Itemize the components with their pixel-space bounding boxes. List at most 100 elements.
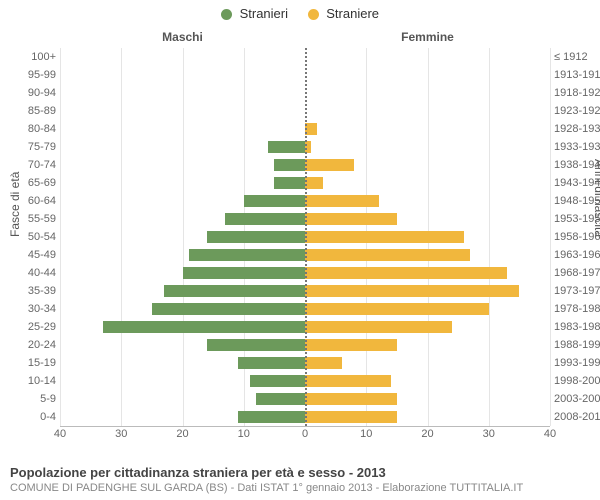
y-left-label: 85-89	[0, 102, 56, 120]
bar-male	[225, 213, 305, 225]
y-left-label: 60-64	[0, 192, 56, 210]
y-left-label: 50-54	[0, 228, 56, 246]
y-left-label: 20-24	[0, 336, 56, 354]
y-left-label: 15-19	[0, 354, 56, 372]
y-right-label: 1998-2002	[554, 372, 600, 390]
x-tick-label: 0	[302, 428, 308, 440]
bar-female	[305, 159, 354, 171]
y-left-labels: 100+95-9990-9485-8980-8475-7970-7465-696…	[0, 48, 56, 426]
y-right-label: 1923-1927	[554, 102, 600, 120]
y-left-label: 95-99	[0, 66, 56, 84]
y-left-label: 40-44	[0, 264, 56, 282]
bar-male	[189, 249, 305, 261]
footer: Popolazione per cittadinanza straniera p…	[10, 465, 590, 494]
legend-swatch-male	[221, 9, 232, 20]
y-right-labels: ≤ 19121913-19171918-19221923-19271928-19…	[554, 48, 600, 426]
y-left-label: 0-4	[0, 408, 56, 426]
legend-swatch-female	[308, 9, 319, 20]
bar-female	[305, 177, 323, 189]
x-tick-label: 10	[238, 428, 250, 440]
bar-male	[152, 303, 305, 315]
y-left-label: 65-69	[0, 174, 56, 192]
bar-male	[274, 177, 305, 189]
y-right-label: 1963-1967	[554, 246, 600, 264]
bar-male	[238, 411, 305, 423]
bar-male	[238, 357, 305, 369]
y-right-label: 2003-2007	[554, 390, 600, 408]
x-tick-label: 30	[483, 428, 495, 440]
y-right-label: 1968-1972	[554, 264, 600, 282]
bar-female	[305, 393, 397, 405]
bar-male	[183, 267, 306, 279]
bar-male	[268, 141, 305, 153]
bar-male	[164, 285, 305, 297]
y-right-label: 1948-1952	[554, 192, 600, 210]
y-left-label: 10-14	[0, 372, 56, 390]
y-left-label: 100+	[0, 48, 56, 66]
y-left-label: 80-84	[0, 120, 56, 138]
bar-female	[305, 285, 519, 297]
y-left-label: 25-29	[0, 318, 56, 336]
y-right-label: 1913-1917	[554, 66, 600, 84]
bar-male	[250, 375, 305, 387]
y-right-label: 1918-1922	[554, 84, 600, 102]
y-right-label: 1953-1957	[554, 210, 600, 228]
bar-male	[207, 339, 305, 351]
bar-female	[305, 357, 342, 369]
x-axis-labels: 40302010102030400	[60, 428, 550, 444]
grid-line	[550, 48, 551, 426]
footer-subtitle: COMUNE DI PADENGHE SUL GARDA (BS) - Dati…	[10, 482, 590, 494]
x-tick-label: 20	[421, 428, 433, 440]
y-left-label: 45-49	[0, 246, 56, 264]
bar-male	[207, 231, 305, 243]
y-right-label: 1938-1942	[554, 156, 600, 174]
y-left-label: 75-79	[0, 138, 56, 156]
title-female: Femmine	[305, 30, 550, 44]
legend-item-female: Straniere	[308, 6, 379, 21]
bar-male	[256, 393, 305, 405]
bar-female	[305, 213, 397, 225]
y-right-label: 1988-1992	[554, 336, 600, 354]
bar-female	[305, 195, 379, 207]
y-right-label: 1958-1962	[554, 228, 600, 246]
y-right-label: 2008-2012	[554, 408, 600, 426]
y-right-label: 1928-1932	[554, 120, 600, 138]
legend-item-male: Stranieri	[221, 6, 288, 21]
x-tick-label: 30	[115, 428, 127, 440]
y-right-label: 1973-1977	[554, 282, 600, 300]
y-right-label: 1978-1982	[554, 300, 600, 318]
bar-female	[305, 231, 464, 243]
y-right-label: 1993-1997	[554, 354, 600, 372]
bar-female	[305, 375, 391, 387]
bar-female	[305, 321, 452, 333]
y-left-label: 70-74	[0, 156, 56, 174]
chart-container: Stranieri Straniere Maschi Femmine Fasce…	[0, 0, 600, 500]
x-tick-label: 40	[54, 428, 66, 440]
legend: Stranieri Straniere	[0, 6, 600, 21]
plot-area	[60, 48, 550, 427]
y-left-label: 35-39	[0, 282, 56, 300]
legend-label-male: Stranieri	[240, 6, 288, 21]
y-right-label: ≤ 1912	[554, 48, 600, 66]
title-male: Maschi	[60, 30, 305, 44]
center-line	[305, 48, 307, 426]
y-right-label: 1983-1987	[554, 318, 600, 336]
y-right-label: 1943-1947	[554, 174, 600, 192]
bar-female	[305, 303, 489, 315]
x-tick-label: 40	[544, 428, 556, 440]
legend-label-female: Straniere	[326, 6, 379, 21]
bar-male	[103, 321, 305, 333]
bar-female	[305, 411, 397, 423]
x-tick-label: 20	[176, 428, 188, 440]
footer-title: Popolazione per cittadinanza straniera p…	[10, 465, 590, 480]
y-right-label: 1933-1937	[554, 138, 600, 156]
bar-female	[305, 249, 470, 261]
y-left-label: 55-59	[0, 210, 56, 228]
y-left-label: 5-9	[0, 390, 56, 408]
y-left-label: 90-94	[0, 84, 56, 102]
bar-male	[244, 195, 305, 207]
bar-female	[305, 267, 507, 279]
y-left-label: 30-34	[0, 300, 56, 318]
bar-male	[274, 159, 305, 171]
x-tick-label: 10	[360, 428, 372, 440]
